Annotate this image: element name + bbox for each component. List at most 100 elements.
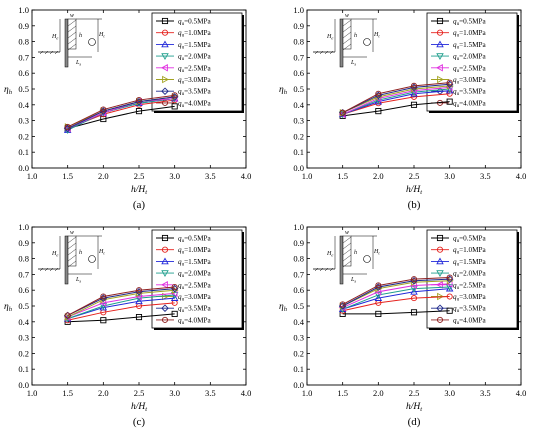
y-tick-label: 0.5 [18, 301, 29, 311]
legend-label: qu=1.5MPa [453, 41, 487, 51]
x-tick-label: 3.5 [205, 388, 216, 398]
series-8 [339, 274, 453, 308]
x-tick-label: 3.5 [480, 388, 491, 398]
y-tick-label: 0.3 [18, 116, 29, 126]
series-line [342, 85, 450, 114]
legend-marker [436, 257, 444, 265]
legend-label: qu=2.0MPa [453, 270, 487, 280]
x-tick-label: 4.0 [241, 171, 252, 181]
data-point [170, 294, 179, 301]
x-tick-label: 1.0 [27, 388, 38, 398]
schematic-label: w [345, 230, 349, 236]
series-4 [338, 284, 454, 314]
legend-label: qu=1.0MPa [178, 246, 212, 256]
series-line [342, 286, 450, 310]
series-line [67, 286, 175, 316]
series-line [342, 278, 450, 307]
y-tick-label: 0.8 [293, 254, 304, 264]
legend-marker [161, 29, 169, 36]
schematic-label: Ls [350, 277, 356, 284]
y-tick-label: 0.3 [18, 333, 29, 343]
data-point [135, 108, 143, 115]
backfill-hatch [342, 254, 352, 262]
legend-marker [436, 316, 444, 323]
y-axis-label: ηh [4, 302, 12, 313]
x-tick-label: 4.0 [516, 388, 527, 398]
chart-panel-1: 0.0 0.1 0.2 0.3 0.4 0.5 0.6 0.7 0.8 0.9 1.0 1.0 1.5 2… [4, 5, 251, 211]
data-point [171, 283, 178, 291]
tunnel-circle [363, 38, 371, 46]
data-point [445, 284, 454, 291]
backfill-hatch [67, 236, 77, 244]
data-point [374, 294, 383, 301]
retaining-wall [339, 18, 344, 68]
backfill-hatch [342, 31, 352, 39]
data-point [374, 97, 383, 104]
legend-marker [161, 234, 169, 242]
legend-marker [161, 99, 169, 106]
series-line [342, 86, 450, 115]
backfill-hatch [67, 260, 77, 268]
ground-hatch [314, 50, 319, 55]
legend-marker [161, 53, 169, 61]
data-point [64, 312, 71, 319]
schematic-label: w [70, 230, 74, 236]
x-tick-label: 2.5 [134, 388, 145, 398]
legend-marker [161, 257, 169, 265]
y-tick-label: 0.4 [18, 100, 29, 110]
legend-marker [436, 17, 444, 25]
y-tick-label: 0.3 [293, 333, 304, 343]
schematic-label: h [354, 250, 357, 256]
x-tick-label: 3.0 [169, 388, 180, 398]
legend-label: qu=3.0MPa [178, 293, 212, 303]
ground-hatch [324, 267, 329, 272]
ground-hatch [49, 50, 54, 55]
schematic-inset: He w h Ht Ls [313, 230, 380, 285]
x-axis-label: h/Ht [131, 185, 147, 196]
series-line [67, 294, 175, 320]
data-point [375, 310, 382, 317]
legend-label: qu=1.5MPa [453, 258, 487, 268]
legend-label: qu=1.5MPa [178, 258, 212, 268]
backfill-hatch [342, 43, 352, 51]
series-line [342, 277, 450, 305]
legend-label: qu=0.5MPa [453, 235, 487, 245]
ground-hatch [54, 50, 59, 55]
retaining-wall [64, 235, 69, 285]
series-line [342, 88, 450, 115]
schematic-label: Ls [75, 277, 81, 284]
x-tick-label: 3.0 [444, 171, 455, 181]
series-line [342, 82, 450, 114]
legend-marker [436, 246, 444, 253]
x-tick-label: 1.0 [302, 171, 313, 181]
backfill-zone [342, 235, 352, 267]
legend-marker [436, 281, 443, 289]
x-tick-label: 3.0 [169, 171, 180, 181]
y-tick-label: 0.6 [293, 68, 304, 78]
y-tick-label: 0.0 [293, 380, 304, 390]
data-point [63, 315, 72, 323]
legend-label: qu=4.0MPa [178, 99, 212, 109]
y-tick-label: 0.7 [293, 52, 304, 62]
y-tick-label: 0.0 [18, 380, 29, 390]
legend-label: qu=2.5MPa [453, 64, 487, 74]
series-line [342, 90, 450, 115]
data-point [171, 310, 178, 317]
schematic-inset: He w h Ht Ls [38, 13, 105, 68]
legend-label: qu=4.0MPa [453, 99, 487, 109]
data-point [410, 89, 418, 97]
legend-marker [436, 29, 444, 36]
data-point [410, 285, 418, 293]
legend-label: qu=4.0MPa [453, 316, 487, 326]
backfill-zone [67, 235, 77, 267]
data-point [64, 123, 71, 130]
y-tick-label: 0.8 [18, 37, 29, 47]
chart-panel-2: 0.0 0.1 0.2 0.3 0.4 0.5 0.6 0.7 0.8 0.9 1.0 1.0 1.5 2… [279, 5, 526, 211]
legend-box [151, 12, 243, 112]
retaining-wall [64, 18, 69, 68]
x-axis-label: h/Ht [406, 185, 422, 196]
legend-label: qu=2.5MPa [178, 64, 212, 74]
series-line [342, 288, 450, 310]
schematic-inset: He w h Ht Ls [38, 230, 105, 285]
